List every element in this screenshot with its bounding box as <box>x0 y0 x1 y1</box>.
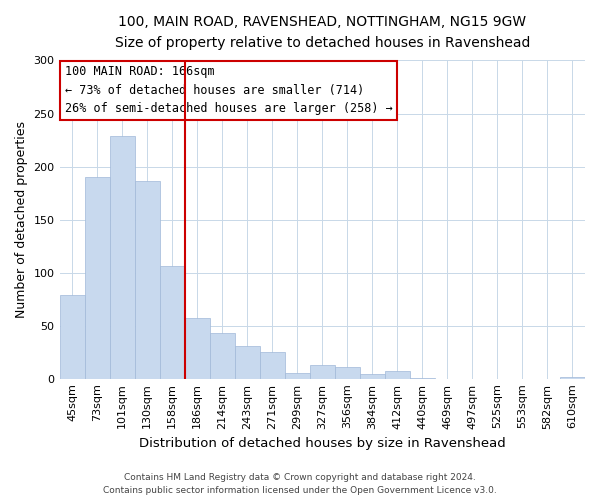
Bar <box>160 266 185 378</box>
X-axis label: Distribution of detached houses by size in Ravenshead: Distribution of detached houses by size … <box>139 437 506 450</box>
Y-axis label: Number of detached properties: Number of detached properties <box>15 121 28 318</box>
Bar <box>110 136 134 378</box>
Bar <box>335 367 360 378</box>
Text: Contains HM Land Registry data © Crown copyright and database right 2024.
Contai: Contains HM Land Registry data © Crown c… <box>103 474 497 495</box>
Title: 100, MAIN ROAD, RAVENSHEAD, NOTTINGHAM, NG15 9GW
Size of property relative to de: 100, MAIN ROAD, RAVENSHEAD, NOTTINGHAM, … <box>115 15 530 50</box>
Bar <box>360 374 385 378</box>
Bar <box>59 295 85 378</box>
Bar <box>385 372 410 378</box>
Bar <box>260 352 285 378</box>
Bar <box>560 376 585 378</box>
Bar <box>235 346 260 378</box>
Bar <box>209 333 235 378</box>
Bar <box>285 374 310 378</box>
Bar <box>185 318 209 378</box>
Bar <box>85 177 110 378</box>
Text: 100 MAIN ROAD: 166sqm
← 73% of detached houses are smaller (714)
26% of semi-det: 100 MAIN ROAD: 166sqm ← 73% of detached … <box>65 66 392 116</box>
Bar <box>310 365 335 378</box>
Bar <box>134 182 160 378</box>
